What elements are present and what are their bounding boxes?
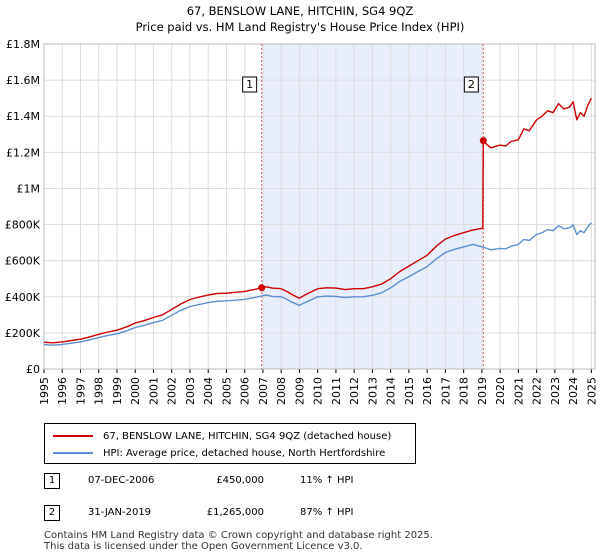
y-tick-label: £400K — [5, 291, 41, 304]
x-tick-label: 1995 — [38, 377, 51, 405]
x-tick-label: 1998 — [93, 377, 106, 405]
y-tick-label: £1M — [17, 182, 41, 195]
series-line-hpi — [43, 222, 592, 346]
chart-subtitle: Price paid vs. HM Land Registry's House … — [136, 20, 465, 34]
x-tick-label: 2021 — [512, 377, 525, 405]
x-tick-label: 2015 — [403, 377, 416, 405]
transaction-hpi: 11% ↑ HPI — [300, 475, 354, 486]
y-tick-label: £600K — [5, 255, 41, 268]
x-tick-label: 2002 — [166, 377, 179, 405]
x-tick-label: 2023 — [549, 377, 562, 405]
annotation-badge — [463, 76, 479, 93]
x-tick-label: 1999 — [111, 377, 124, 405]
x-tick-label: 2007 — [257, 377, 270, 405]
x-tick-label: 2011 — [330, 377, 343, 405]
transaction-hpi: 87% ↑ HPI — [300, 507, 354, 518]
y-tick-label: £200K — [5, 327, 41, 340]
x-tick-label: 1997 — [74, 377, 87, 405]
x-tick-label: 2019 — [476, 377, 489, 405]
annotation-label: 1 — [246, 78, 253, 91]
y-tick-label: £1.6M — [6, 74, 40, 87]
x-tick-label: 2022 — [531, 377, 544, 405]
legend-label-property: 67, BENSLOW LANE, HITCHIN, SG4 9QZ (deta… — [103, 430, 392, 442]
x-tick-label: 2025 — [585, 377, 598, 405]
x-tick-label: 2013 — [366, 377, 379, 405]
x-tick-label: 2010 — [312, 377, 325, 405]
x-tick-label: 2017 — [439, 377, 452, 405]
x-tick-label: 2024 — [567, 377, 580, 405]
y-tick-label: £1.2M — [6, 146, 40, 159]
annotation-label: 2 — [468, 78, 475, 91]
x-tick-label: 2009 — [293, 377, 306, 405]
price-chart: 67, BENSLOW LANE, HITCHIN, SG4 9QZ Price… — [5, 4, 599, 405]
legend-item-hpi: HPI: Average price, detached house, Nort… — [53, 444, 385, 462]
series-line-property — [43, 97, 593, 344]
footer: Contains HM Land Registry data © Crown c… — [44, 530, 433, 552]
x-tick-label: 2016 — [421, 377, 434, 405]
legend-item-property: 67, BENSLOW LANE, HITCHIN, SG4 9QZ (deta… — [53, 427, 391, 445]
plot-frame — [43, 43, 596, 370]
axes: £0 £200K £400K £600K £800K £1M £1.2M £1.4M £1.6M… — [5, 38, 599, 405]
x-tick-label: 2005 — [220, 377, 233, 405]
x-tick-label: 2004 — [202, 377, 215, 405]
y-tick-label: £800K — [5, 219, 41, 232]
legend: 67, BENSLOW LANE, HITCHIN, SG4 9QZ (deta… — [44, 423, 416, 464]
chart-title: 67, BENSLOW LANE, HITCHIN, SG4 9QZ — [187, 4, 414, 18]
legend-swatch-property — [53, 435, 93, 437]
transaction-price: £450,000 — [216, 475, 264, 486]
x-tick-label: 2012 — [348, 377, 361, 405]
transaction-price: £1,265,000 — [206, 507, 264, 518]
y-tick-label: £1.4M — [6, 110, 40, 123]
x-tick-label: 1996 — [56, 377, 69, 405]
x-tick-label: 2001 — [147, 377, 160, 405]
legend-swatch-hpi — [53, 452, 93, 454]
series-lines — [43, 97, 593, 346]
y-tick-label: £0 — [26, 363, 40, 376]
x-tick-label: 2000 — [129, 377, 142, 405]
x-tick-label: 2014 — [385, 377, 398, 405]
transaction-date: 07-DEC-2006 — [88, 475, 155, 486]
legend-label-hpi: HPI: Average price, detached house, Nort… — [103, 447, 386, 459]
sale-point — [479, 137, 487, 145]
x-tick-label: 2008 — [275, 377, 288, 405]
transaction-badge: 2 — [44, 505, 60, 521]
x-tick-label: 2020 — [494, 377, 507, 405]
sale-point — [258, 284, 266, 292]
transaction-date: 31-JAN-2019 — [88, 507, 152, 518]
x-tick-label: 2006 — [239, 377, 252, 405]
annotation-badge — [242, 76, 258, 93]
transaction-badge: 1 — [44, 473, 60, 489]
y-tick-label: £1.8M — [6, 38, 40, 51]
x-tick-label: 2018 — [458, 377, 471, 405]
footer-line: This data is licensed under the Open Gov… — [44, 541, 363, 552]
footer-line: Contains HM Land Registry data © Crown c… — [44, 530, 433, 541]
x-tick-label: 2003 — [184, 377, 197, 405]
